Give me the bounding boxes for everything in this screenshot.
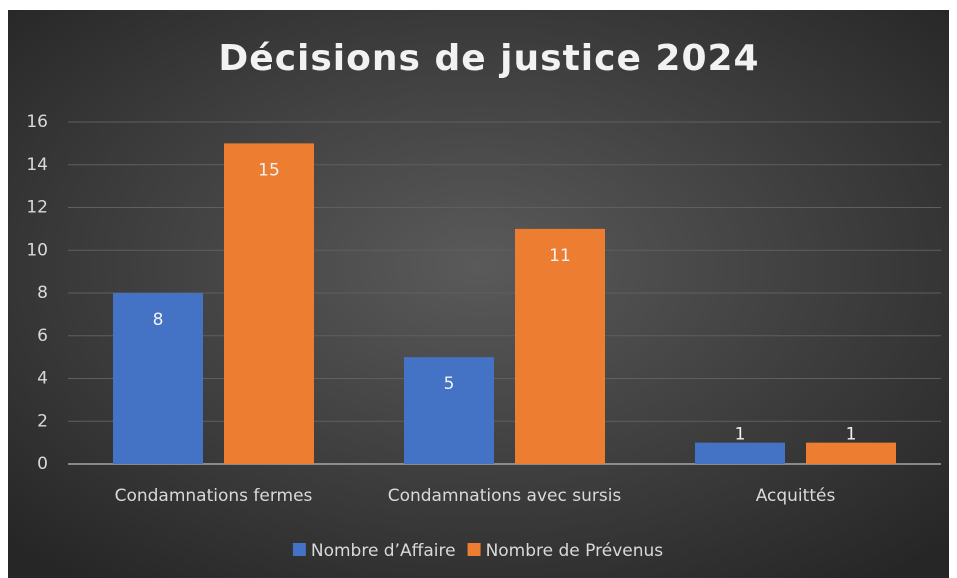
legend-swatch — [292, 543, 306, 556]
data-label: 5 — [444, 374, 455, 394]
y-tick-label: 6 — [37, 326, 48, 346]
y-tick-label: 0 — [37, 454, 48, 474]
bar — [695, 442, 785, 464]
y-tick-label: 16 — [26, 112, 48, 132]
x-tick-label: Acquittés — [756, 486, 836, 506]
data-label: 1 — [846, 425, 857, 445]
data-label: 11 — [549, 246, 571, 266]
bar — [224, 143, 314, 464]
data-label: 8 — [153, 310, 164, 330]
data-label: 15 — [258, 160, 280, 180]
bar — [113, 293, 203, 464]
legend-label: Nombre de Prévenus — [486, 541, 664, 561]
legend-label: Nombre d’Affaire — [311, 541, 456, 561]
y-tick-label: 2 — [37, 411, 48, 431]
y-tick-label: 14 — [26, 155, 48, 175]
y-tick-label: 12 — [26, 198, 48, 218]
y-tick-label: 8 — [37, 283, 48, 303]
data-label: 1 — [735, 425, 746, 445]
legend-swatch — [467, 543, 481, 556]
y-tick-label: 10 — [26, 240, 48, 260]
bar — [404, 357, 494, 464]
x-tick-label: Condamnations fermes — [115, 486, 313, 506]
chart-title: Décisions de justice 2024 — [218, 38, 759, 79]
bar — [515, 228, 605, 464]
x-tick-label: Condamnations avec sursis — [388, 486, 622, 506]
y-tick-label: 4 — [37, 369, 48, 389]
bar — [806, 442, 896, 464]
